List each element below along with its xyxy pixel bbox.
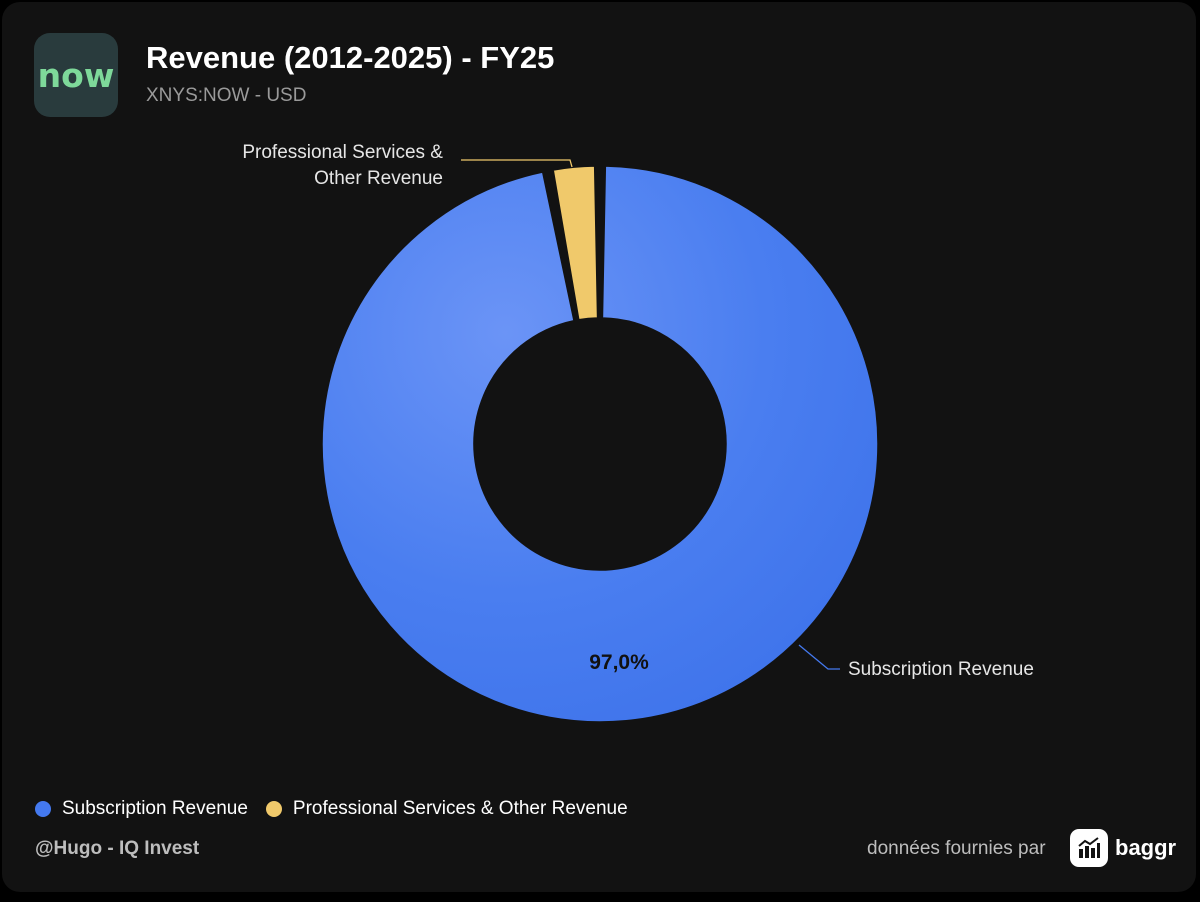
professional-callout-label-line2: Other Revenue — [314, 168, 443, 189]
professional-callout-label-line1: Professional Services & — [242, 142, 443, 163]
pie-slices — [321, 165, 879, 723]
legend: Subscription Revenue Professional Servic… — [35, 798, 646, 820]
pie-slice-subscription-revenue[interactable] — [321, 165, 879, 723]
pie-slice-professional-services-other-revenue[interactable] — [552, 165, 599, 321]
subscription-value-label: 97,0% — [589, 651, 649, 674]
baggr-brand[interactable]: baggr — [1070, 829, 1176, 867]
author-credit: @Hugo - IQ Invest — [35, 838, 200, 859]
chart-subtitle: XNYS:NOW - USD — [146, 85, 307, 106]
servicenow-logo: now — [34, 33, 118, 117]
subscription-leader-line — [798, 644, 840, 670]
subscription-callout-label: Subscription Revenue — [848, 659, 1034, 680]
logo-text: now — [37, 55, 115, 95]
legend-label: Subscription Revenue — [62, 798, 248, 819]
legend-item-subscription[interactable]: Subscription Revenue — [35, 798, 248, 820]
baggr-brand-text: baggr — [1115, 835, 1177, 860]
chart-title: Revenue (2012-2025) - FY25 — [146, 40, 555, 75]
bar-chart-arrow-icon — [1070, 829, 1108, 867]
legend-dot-blue — [35, 801, 51, 817]
data-provider-text: données fournies par — [867, 838, 1046, 859]
legend-label: Professional Services & Other Revenue — [292, 798, 628, 819]
professional-leader-line — [461, 159, 573, 168]
legend-dot-yellow — [265, 801, 282, 817]
legend-item-professional-services[interactable]: Professional Services & Other Revenue — [265, 798, 628, 820]
